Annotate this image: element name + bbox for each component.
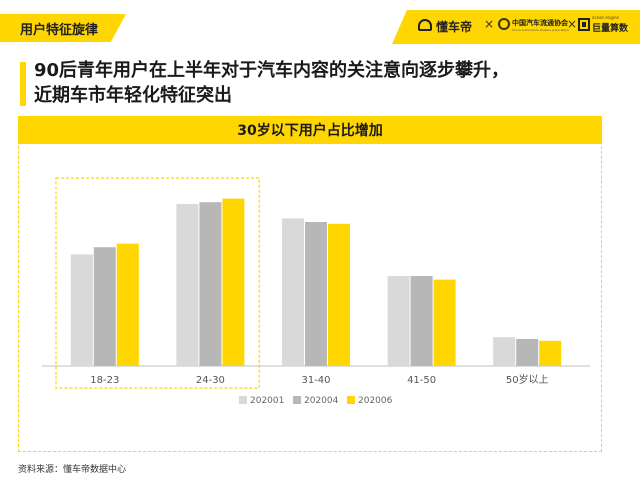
bar-202001-31-40 <box>282 218 304 366</box>
association-logo-icon <box>498 18 510 30</box>
source-note: 资料来源：懂车帝数据中心 <box>18 465 127 475</box>
brand-association: 中国汽车流通协会 <box>512 19 568 27</box>
headline: 90后青年用户在上半年对于汽车内容的关注意向逐步攀升， 近期车市年轻化特征突出 <box>34 58 614 108</box>
legend-swatch-202004 <box>293 396 301 404</box>
bar-202004-24-30 <box>199 202 222 366</box>
headline-line-2: 近期车市年轻化特征突出 <box>34 85 232 106</box>
x-tick-label: 18-23 <box>90 375 119 386</box>
bar-202006-31-40 <box>328 223 350 366</box>
juliang-logo-icon <box>578 18 590 31</box>
x-tick-label: 41-50 <box>407 375 436 386</box>
bar-202006-50岁以上 <box>539 340 562 366</box>
brand-separator: × <box>484 17 495 31</box>
headline-accent-bar <box>20 62 26 106</box>
x-tick-label: 24-30 <box>196 375 225 386</box>
bar-202006-18-23 <box>116 243 139 366</box>
headline-line-1: 90后青年用户在上半年对于汽车内容的关注意向逐步攀升， <box>34 60 510 81</box>
bar-202004-50岁以上 <box>516 339 539 366</box>
bar-202004-18-23 <box>93 247 116 366</box>
brand-dongchedi: 懂车帝 <box>436 20 473 34</box>
brand-juliang-sub: ocean engine <box>592 15 620 20</box>
bar-202001-24-30 <box>176 204 199 366</box>
bar-202001-18-23 <box>70 254 93 366</box>
brand-separator-2: × <box>567 17 578 31</box>
bar-202006-41-50 <box>433 279 456 366</box>
bar-202004-31-40 <box>305 222 327 366</box>
chart-title: 30岁以下用户占比增加 <box>18 116 602 144</box>
x-tick-label: 31-40 <box>301 375 330 386</box>
section-tag: 用户特征旋律 <box>0 14 126 42</box>
bar-202001-41-50 <box>387 276 410 366</box>
bar-202001-50岁以上 <box>493 337 516 366</box>
legend-swatch-202001 <box>239 396 247 404</box>
legend-swatch-202006 <box>347 396 355 404</box>
highlight-box <box>55 177 260 389</box>
brand-juliang: 巨量算数 <box>592 24 629 34</box>
bar-202006-24-30 <box>222 198 245 366</box>
legend-label-202001: 202001 <box>250 396 284 406</box>
legend-label-202006: 202006 <box>358 396 393 406</box>
brand-association-sub: China Automobile Dealers Association <box>512 28 570 32</box>
brand-strip <box>392 10 640 44</box>
legend-label-202004: 202004 <box>304 396 339 406</box>
x-tick-label: 50岁以上 <box>506 373 549 386</box>
bar-202004-41-50 <box>410 276 433 366</box>
dongchedi-logo-icon <box>418 19 432 31</box>
